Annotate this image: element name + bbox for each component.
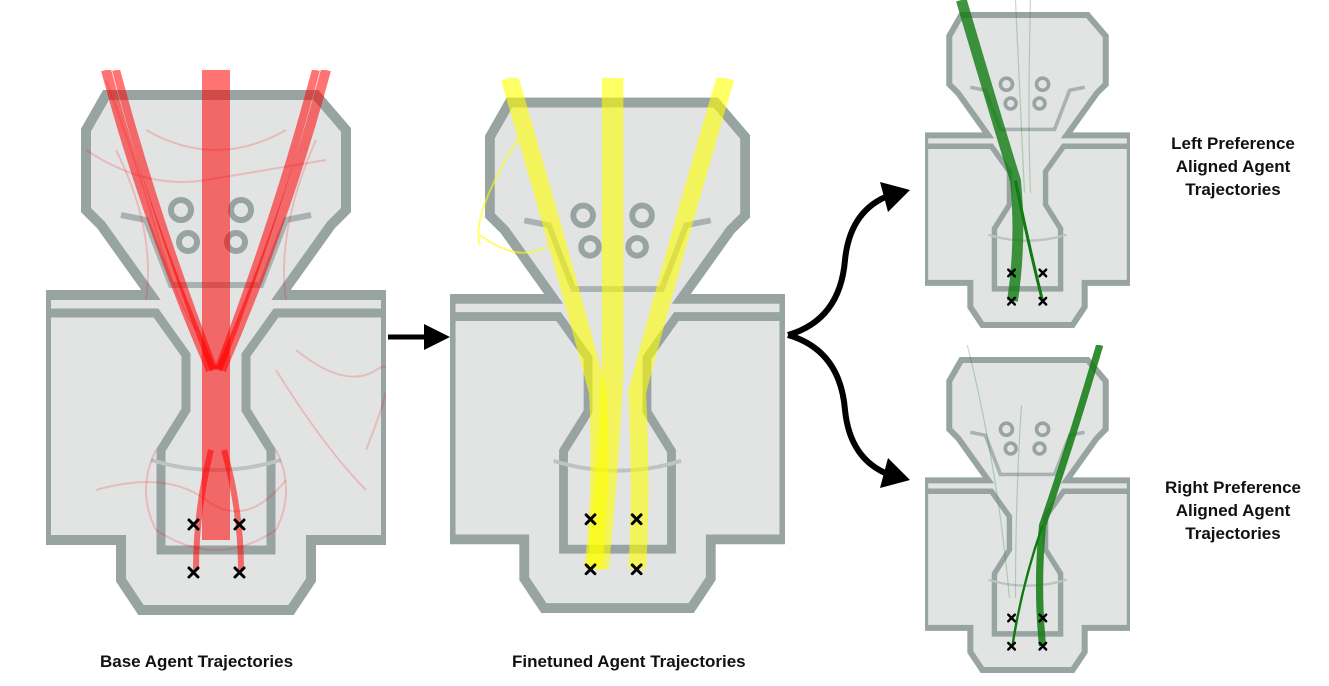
label-line: Aligned Agent [1175,501,1291,520]
goal-markers [187,518,246,579]
right-arrow-icon [388,324,450,350]
label-line: Trajectories [1185,524,1281,543]
base-trajectory-map [46,70,386,615]
right-aligned-trajectory-map [925,345,1130,673]
finetuned-caption: Finetuned Agent Trajectories [512,652,746,671]
label-line: Left Preference [1171,134,1295,153]
right-preference-label: Right Preference Aligned Agent Trajector… [1148,476,1318,545]
split-arrow-icon [787,182,910,488]
label-line: Aligned Agent [1175,157,1291,176]
base-caption: Base Agent Trajectories [100,652,294,671]
left-aligned-trajectory-map [925,0,1130,328]
left-preference-label: Left Preference Aligned Agent Trajectori… [1148,132,1318,201]
finetuned-trajectory-map [450,78,785,613]
label-line: Right Preference [1164,478,1302,497]
label-line: Trajectories [1185,180,1281,199]
